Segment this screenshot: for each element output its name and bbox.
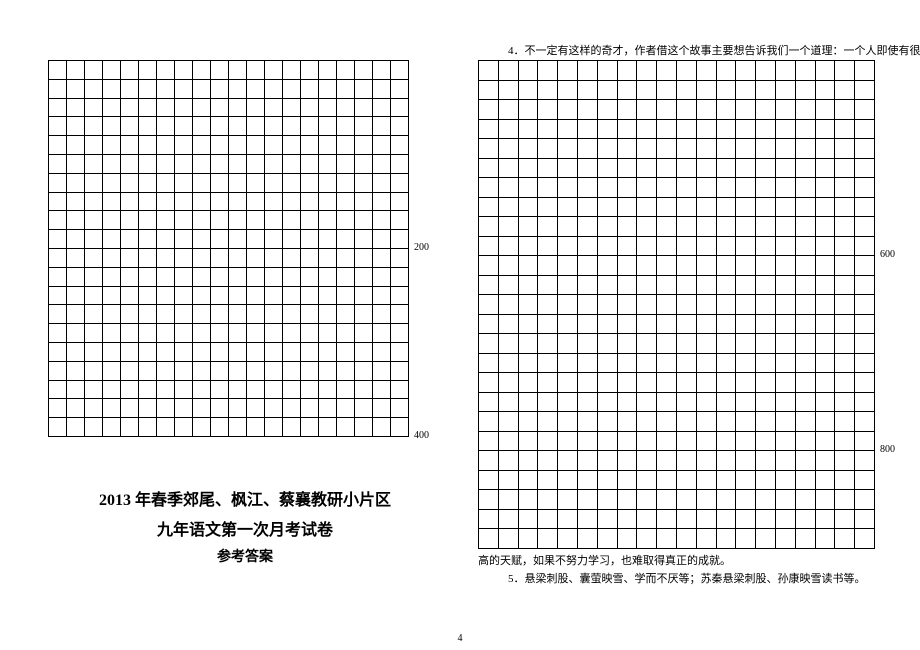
- page-number: 4: [458, 633, 463, 644]
- question-5-text: 5．悬梁刺股、囊萤映雪、学而不厌等；苏秦悬梁刺股、孙康映雪读书等。: [508, 570, 866, 586]
- question-4-text: 4．不一定有这样的奇才，作者借这个故事主要想告诉我们一个道理：一个人即使有很: [508, 42, 920, 58]
- title-line-2: 九年语文第一次月考试卷: [70, 516, 420, 540]
- left-writing-grid: [48, 60, 409, 437]
- right-writing-grid: [478, 60, 875, 549]
- answer-text-continuation: 高的天赋，如果不努力学习，也难取得真正的成就。: [478, 552, 731, 568]
- title-line-1: 2013 年春季郊尾、枫江、蔡襄教研小片区: [70, 486, 420, 510]
- title-line-3: 参考答案: [70, 546, 420, 566]
- answer-key-title-block: 2013 年春季郊尾、枫江、蔡襄教研小片区 九年语文第一次月考试卷 参考答案: [70, 486, 420, 566]
- char-count-marker-800: 800: [880, 444, 895, 455]
- char-count-marker-600: 600: [880, 249, 895, 260]
- char-count-marker-400: 400: [414, 430, 429, 441]
- char-count-marker-200: 200: [414, 242, 429, 253]
- page-container: 200 400 2013 年春季郊尾、枫江、蔡襄教研小片区 九年语文第一次月考试…: [0, 0, 920, 650]
- right-column: 4．不一定有这样的奇才，作者借这个故事主要想告诉我们一个道理：一个人即使有很 6…: [460, 0, 920, 650]
- left-column: 200 400 2013 年春季郊尾、枫江、蔡襄教研小片区 九年语文第一次月考试…: [0, 0, 460, 650]
